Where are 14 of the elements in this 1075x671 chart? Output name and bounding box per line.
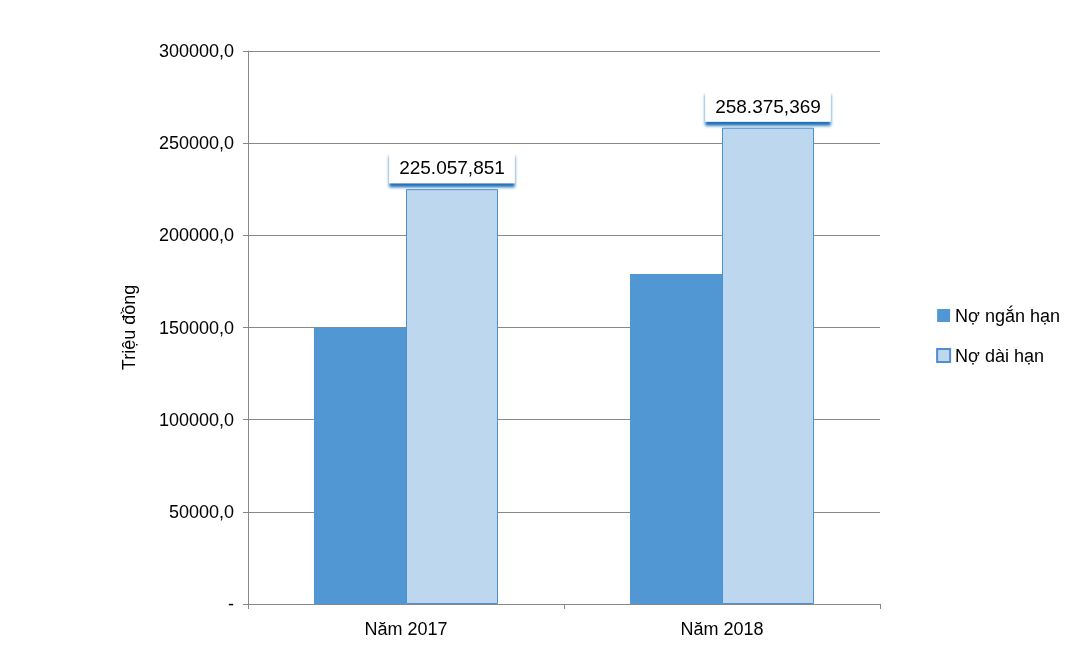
y-tick-label: 250000,0 bbox=[158, 133, 234, 154]
y-tick-label: 150000,0 bbox=[158, 317, 234, 338]
data-label: 225.057,851 bbox=[399, 157, 505, 179]
y-tick-label: 50000,0 bbox=[168, 501, 234, 522]
legend-label: Nợ ngắn hạn bbox=[955, 304, 1061, 326]
y-tick-label: 300000,0 bbox=[158, 41, 234, 61]
legend-label: Nợ dài hạn bbox=[955, 345, 1044, 366]
x-tick-label: Năm 2018 bbox=[680, 619, 764, 639]
data-label: 258.375,369 bbox=[715, 95, 821, 117]
y-axis-title: Triệu đồng bbox=[119, 284, 139, 371]
x-tick-label: Năm 2017 bbox=[364, 619, 448, 639]
y-tick-label: 100000,0 bbox=[158, 409, 234, 430]
y-tick-label: - bbox=[228, 594, 234, 614]
y-tick-label: 200000,0 bbox=[158, 225, 234, 246]
